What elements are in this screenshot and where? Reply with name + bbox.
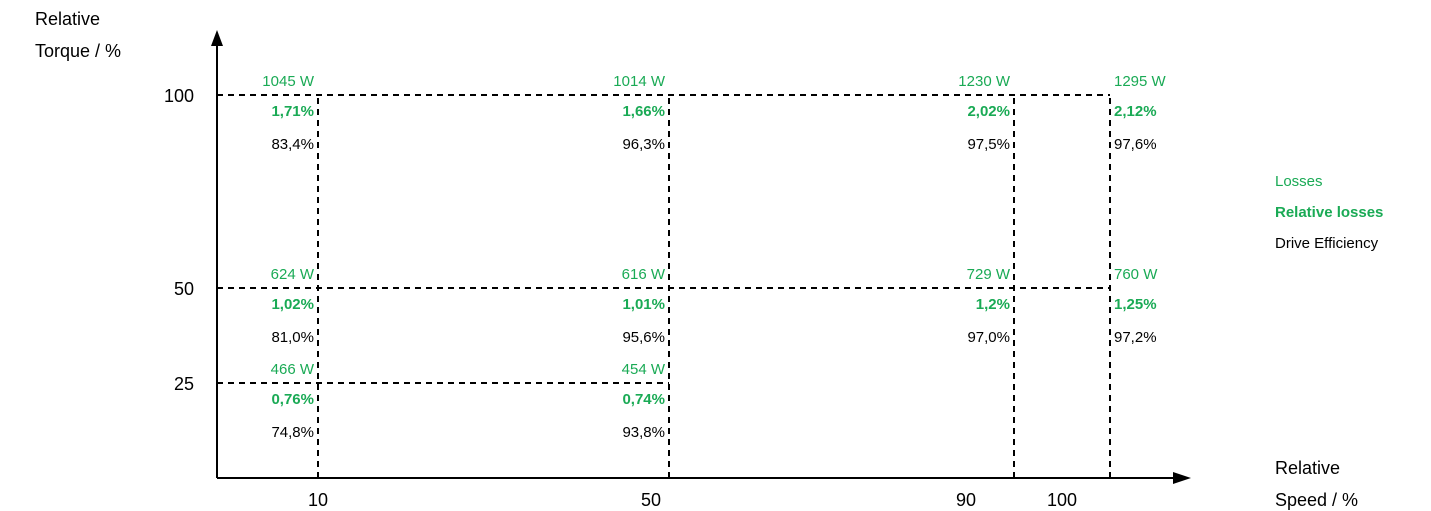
- data-cell: 729 W 1,2% 97,0%: [967, 266, 1011, 346]
- grid-lines: [217, 94, 1111, 478]
- x-tick-label: 100: [1047, 490, 1077, 510]
- drive-efficiency-value: 83,4%: [271, 136, 314, 153]
- drive-efficiency-value: 95,6%: [622, 329, 665, 346]
- legend-drive-efficiency: Drive Efficiency: [1275, 235, 1379, 252]
- tick-labels: 100 50 25 10 50 90 100: [164, 86, 1077, 510]
- y-tick-label: 100: [164, 86, 194, 106]
- x-axis-label-line1: Relative: [1275, 458, 1340, 478]
- relative-losses-value: 1,66%: [622, 103, 665, 120]
- drive-efficiency-value: 74,8%: [271, 424, 314, 441]
- relative-losses-value: 1,01%: [622, 296, 665, 313]
- data-cell: 466 W 0,76% 74,8%: [271, 361, 315, 441]
- y-axis-label-line1: Relative: [35, 9, 100, 29]
- drive-efficiency-value: 96,3%: [622, 136, 665, 153]
- losses-value: 1230 W: [958, 73, 1011, 90]
- drive-efficiency-value: 97,6%: [1114, 136, 1157, 153]
- data-cell: 1230 W 2,02% 97,5%: [958, 73, 1011, 153]
- data-cell: 760 W 1,25% 97,2%: [1114, 266, 1158, 346]
- y-tick-label: 50: [174, 279, 194, 299]
- y-axis-label-line2: Torque / %: [35, 41, 121, 61]
- data-cell: 1014 W 1,66% 96,3%: [613, 73, 666, 153]
- losses-value: 1295 W: [1114, 73, 1167, 90]
- relative-losses-value: 2,12%: [1114, 103, 1157, 120]
- data-cell: 624 W 1,02% 81,0%: [271, 266, 315, 346]
- relative-losses-value: 1,25%: [1114, 296, 1157, 313]
- losses-value: 1014 W: [613, 73, 666, 90]
- axes: [211, 30, 1191, 484]
- losses-value: 624 W: [271, 266, 315, 283]
- relative-losses-value: 0,74%: [622, 391, 665, 408]
- drive-efficiency-value: 93,8%: [622, 424, 665, 441]
- data-cell: 454 W 0,74% 93,8%: [622, 361, 666, 441]
- legend: Losses Relative losses Drive Efficiency: [1275, 173, 1383, 252]
- legend-losses: Losses: [1275, 173, 1323, 190]
- data-cell: 616 W 1,01% 95,6%: [622, 266, 666, 346]
- losses-value: 729 W: [967, 266, 1011, 283]
- losses-value: 454 W: [622, 361, 666, 378]
- x-tick-label: 10: [308, 490, 328, 510]
- losses-value: 760 W: [1114, 266, 1158, 283]
- x-tick-label: 90: [956, 490, 976, 510]
- drive-efficiency-value: 97,0%: [967, 329, 1010, 346]
- data-cell: 1295 W 2,12% 97,6%: [1114, 73, 1167, 153]
- y-axis-arrow: [211, 30, 223, 46]
- relative-losses-value: 2,02%: [967, 103, 1010, 120]
- drive-efficiency-value: 97,2%: [1114, 329, 1157, 346]
- relative-losses-value: 1,2%: [976, 296, 1010, 313]
- y-tick-label: 25: [174, 374, 194, 394]
- x-axis-label-line2: Speed / %: [1275, 490, 1358, 510]
- drive-efficiency-value: 97,5%: [967, 136, 1010, 153]
- x-tick-label: 50: [641, 490, 661, 510]
- x-axis-arrow: [1173, 472, 1191, 484]
- relative-losses-value: 1,02%: [271, 296, 314, 313]
- drive-efficiency-value: 81,0%: [271, 329, 314, 346]
- data-cells: 1045 W 1,71% 83,4% 1014 W 1,66% 96,3% 1230 W 2,…: [262, 73, 1166, 441]
- losses-value: 1045 W: [262, 73, 315, 90]
- legend-relative-losses: Relative losses: [1275, 204, 1383, 221]
- losses-value: 466 W: [271, 361, 315, 378]
- data-cell: 1045 W 1,71% 83,4%: [262, 73, 315, 153]
- losses-value: 616 W: [622, 266, 666, 283]
- relative-losses-value: 1,71%: [271, 103, 314, 120]
- relative-losses-value: 0,76%: [271, 391, 314, 408]
